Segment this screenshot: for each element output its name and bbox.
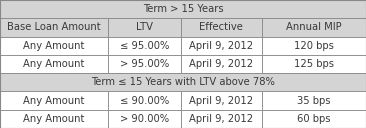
Bar xyxy=(181,91,262,110)
Text: Any Amount: Any Amount xyxy=(23,41,85,51)
Bar xyxy=(0,37,108,55)
Bar xyxy=(262,18,366,37)
Text: April 9, 2012: April 9, 2012 xyxy=(189,114,254,124)
Bar xyxy=(0,55,108,73)
Bar xyxy=(0,0,366,18)
Text: April 9, 2012: April 9, 2012 xyxy=(189,41,254,51)
Bar xyxy=(181,18,262,37)
Text: > 95.00%: > 95.00% xyxy=(120,59,169,69)
Bar xyxy=(262,37,366,55)
Bar xyxy=(262,91,366,110)
Text: April 9, 2012: April 9, 2012 xyxy=(189,96,254,106)
Bar xyxy=(108,110,181,128)
Text: 35 bps: 35 bps xyxy=(297,96,330,106)
Bar xyxy=(181,55,262,73)
Bar xyxy=(181,37,262,55)
Bar xyxy=(108,91,181,110)
Bar xyxy=(181,110,262,128)
Text: Effective: Effective xyxy=(199,22,243,32)
Bar xyxy=(108,18,181,37)
Text: Term > 15 Years: Term > 15 Years xyxy=(143,4,223,14)
Text: Any Amount: Any Amount xyxy=(23,96,85,106)
Bar xyxy=(0,18,108,37)
Text: 120 bps: 120 bps xyxy=(294,41,334,51)
Text: Any Amount: Any Amount xyxy=(23,59,85,69)
Bar xyxy=(0,91,108,110)
Bar xyxy=(0,110,108,128)
Text: Base Loan Amount: Base Loan Amount xyxy=(7,22,101,32)
Text: > 90.00%: > 90.00% xyxy=(120,114,169,124)
Bar xyxy=(108,55,181,73)
Text: ≤ 95.00%: ≤ 95.00% xyxy=(120,41,169,51)
Text: April 9, 2012: April 9, 2012 xyxy=(189,59,254,69)
Text: 125 bps: 125 bps xyxy=(294,59,334,69)
Text: LTV: LTV xyxy=(136,22,153,32)
Text: Annual MIP: Annual MIP xyxy=(286,22,341,32)
Text: ≤ 90.00%: ≤ 90.00% xyxy=(120,96,169,106)
Text: 60 bps: 60 bps xyxy=(297,114,330,124)
Bar xyxy=(262,55,366,73)
Bar xyxy=(108,37,181,55)
Text: Term ≤ 15 Years with LTV above 78%: Term ≤ 15 Years with LTV above 78% xyxy=(91,77,275,87)
Bar xyxy=(262,110,366,128)
Bar xyxy=(0,73,366,91)
Text: Any Amount: Any Amount xyxy=(23,114,85,124)
